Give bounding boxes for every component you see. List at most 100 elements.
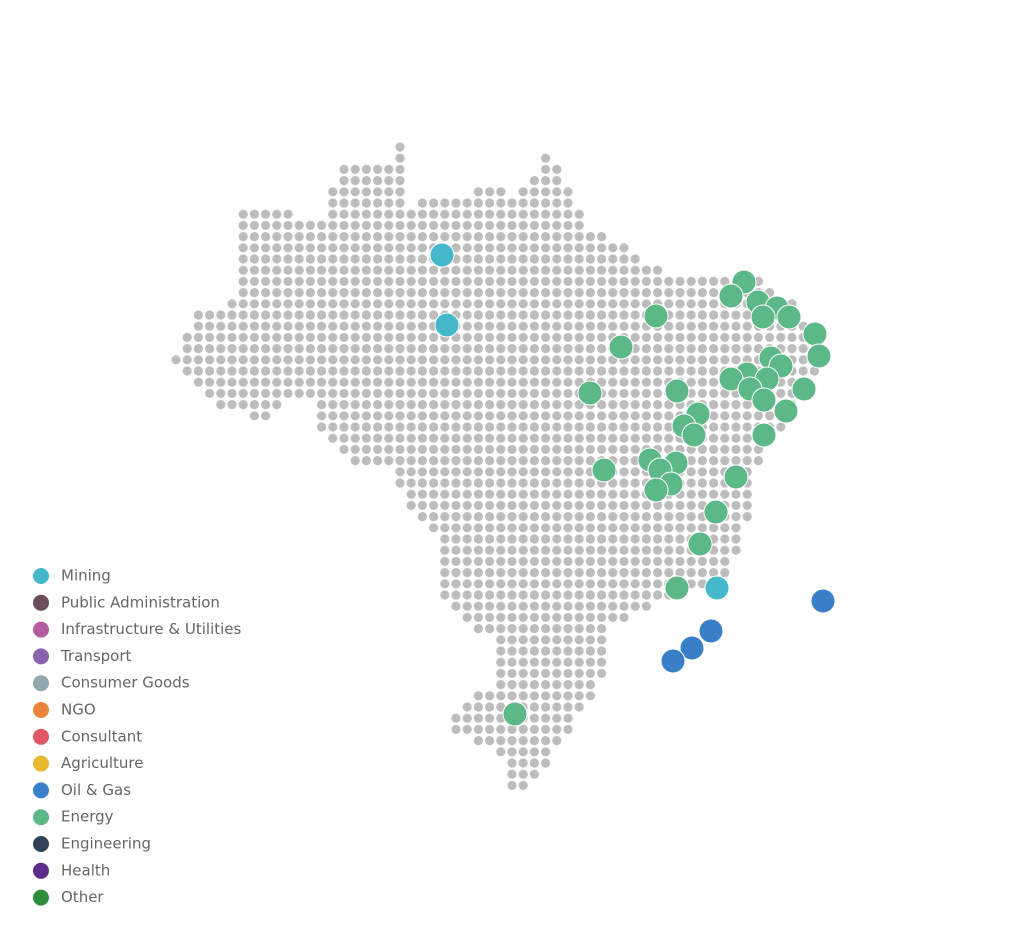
map-dot bbox=[541, 758, 551, 768]
map-dot bbox=[518, 523, 528, 533]
map-dot bbox=[630, 265, 640, 275]
map-dot bbox=[574, 299, 584, 309]
map-dot bbox=[518, 366, 528, 376]
map-dot bbox=[697, 388, 708, 398]
map-dot bbox=[518, 332, 528, 342]
map-dot bbox=[305, 388, 315, 398]
map-dot bbox=[664, 400, 674, 410]
map-dot bbox=[608, 433, 618, 443]
map-dot bbox=[507, 747, 517, 757]
map-dot bbox=[451, 276, 461, 286]
map-dot bbox=[238, 310, 248, 320]
map-dot bbox=[518, 276, 528, 286]
map-dot bbox=[339, 344, 349, 354]
map-dot bbox=[709, 366, 719, 376]
map-dot bbox=[406, 411, 416, 421]
map-dot bbox=[552, 579, 562, 589]
map-dot bbox=[361, 444, 371, 454]
map-dot bbox=[731, 433, 741, 443]
map-dot bbox=[182, 332, 192, 342]
map-dot bbox=[361, 176, 371, 186]
map-dot bbox=[664, 433, 674, 443]
map-dot bbox=[328, 422, 338, 432]
map-dot bbox=[585, 321, 596, 331]
map-dot bbox=[619, 433, 629, 443]
map-dot bbox=[574, 523, 584, 533]
map-dot bbox=[193, 355, 203, 365]
map-dot bbox=[373, 366, 383, 376]
map-dot bbox=[261, 332, 271, 342]
map-dot bbox=[305, 254, 315, 264]
map-dot bbox=[429, 310, 439, 320]
map-dot bbox=[406, 456, 416, 466]
map-dot bbox=[630, 601, 640, 611]
map-dot bbox=[641, 511, 652, 522]
map-dot bbox=[630, 288, 640, 298]
map-dot bbox=[653, 500, 663, 510]
map-dot bbox=[440, 209, 450, 219]
map-dot bbox=[541, 635, 551, 645]
map-dot bbox=[238, 243, 248, 253]
map-dot bbox=[541, 612, 551, 623]
map-dot bbox=[731, 321, 741, 331]
map-dot bbox=[205, 321, 215, 331]
legend-swatch bbox=[33, 809, 49, 826]
map-dot bbox=[440, 220, 450, 230]
map-dot bbox=[507, 579, 517, 589]
map-dot bbox=[541, 176, 551, 186]
map-dot bbox=[305, 332, 315, 342]
map-dot bbox=[261, 344, 271, 354]
map-dot bbox=[518, 411, 528, 421]
map-dot bbox=[317, 355, 327, 365]
map-dot bbox=[585, 332, 596, 342]
legend-swatch bbox=[33, 675, 49, 692]
map-dot bbox=[317, 254, 327, 264]
map-dot bbox=[541, 355, 551, 365]
map-dot bbox=[720, 556, 730, 567]
map-dot bbox=[641, 500, 652, 510]
map-dot bbox=[473, 187, 483, 197]
map-dot bbox=[619, 444, 629, 454]
map-dot bbox=[485, 355, 495, 365]
map-dot bbox=[384, 355, 394, 365]
map-dot bbox=[552, 500, 562, 510]
map-dot bbox=[541, 579, 551, 589]
legend: Mining Public Administration Infrastructur… bbox=[33, 567, 242, 906]
map-dot bbox=[731, 344, 741, 354]
map-dot bbox=[205, 355, 215, 365]
map-dot bbox=[485, 511, 495, 522]
map-dot bbox=[731, 500, 741, 510]
map-dot bbox=[608, 377, 618, 387]
map-dot bbox=[619, 288, 629, 298]
map-dot bbox=[541, 187, 551, 197]
map-dot bbox=[686, 366, 696, 376]
map-dot bbox=[451, 366, 461, 376]
map-dot bbox=[406, 489, 416, 499]
map-dot bbox=[406, 400, 416, 410]
map-dot bbox=[630, 500, 640, 510]
map-dot bbox=[395, 276, 405, 286]
map-dot bbox=[552, 232, 562, 242]
map-dot bbox=[619, 265, 629, 275]
map-dot bbox=[417, 500, 427, 510]
map-dot bbox=[709, 456, 719, 466]
map-dot bbox=[597, 411, 607, 421]
map-dot bbox=[473, 332, 483, 342]
map-dot bbox=[529, 187, 540, 197]
map-dot bbox=[373, 164, 383, 174]
map-dot bbox=[686, 288, 696, 298]
map-dot bbox=[440, 422, 450, 432]
map-dot bbox=[205, 377, 215, 387]
project-marker bbox=[660, 648, 686, 674]
map-dot bbox=[339, 176, 349, 186]
map-dot bbox=[227, 332, 237, 342]
map-dot bbox=[518, 288, 528, 298]
map-dot bbox=[608, 523, 618, 533]
map-dot bbox=[731, 422, 741, 432]
map-dot bbox=[339, 355, 349, 365]
map-dot bbox=[350, 164, 360, 174]
map-dot bbox=[574, 332, 584, 342]
map-dot bbox=[541, 366, 551, 376]
map-dot bbox=[709, 568, 719, 578]
map-dot bbox=[507, 511, 517, 522]
